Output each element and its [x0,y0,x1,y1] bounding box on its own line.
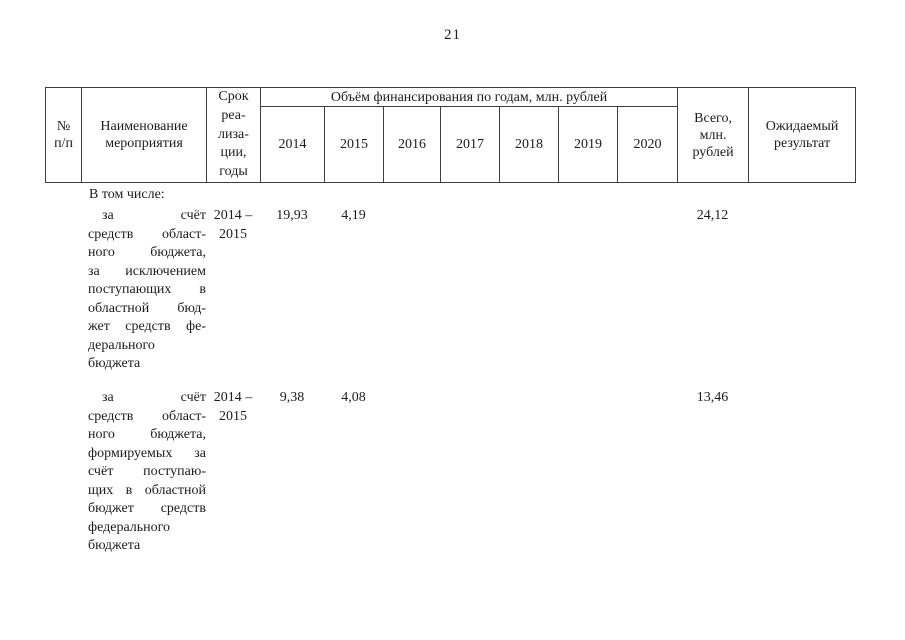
header-line: реа- [221,107,246,123]
header-cell-num: № п/п [45,87,82,183]
period-cell: 2014 – 2015 [206,207,260,244]
header-cell-expected-result: Ожидаемый результат [748,87,857,183]
name-line: областной бюд- [88,300,206,316]
table-row-activity-name: за счёт средств област- ного бюджета, за… [88,207,206,374]
value-2014: 19,93 [276,208,308,223]
header-line: ции, [220,145,247,161]
header-cell-finance-span: Объём финансирования по годам, млн. рубл… [259,87,679,107]
name-line: дерального [88,337,155,353]
header-cell-year-2020: 2020 [616,106,679,183]
header-line: рублей [692,144,734,160]
value-2014: 9,38 [279,390,305,405]
header-cell-activity: Наименование мероприятия [81,87,207,183]
name-line: бюджета [88,356,141,371]
header-line: годы [219,164,248,180]
header-cell-year-2017: 2017 [440,106,500,183]
name-line: бюджет средств [88,501,206,516]
name-line: ного бюджета, [88,245,206,260]
period-cell: 2014 – 2015 [206,389,260,426]
page-number: 21 [444,27,461,43]
name-line: федерального [88,519,171,535]
header-cell-period: Срок реа- лиза- ции, годы [206,87,261,183]
header-cell-year-2015: 2015 [324,106,384,183]
name-line: за счёт [102,208,206,223]
name-line: щих в областной [88,482,206,498]
header-cell-year-2018: 2018 [499,106,559,183]
name-line: средств област- [88,226,206,242]
value-total: 24,12 [696,208,729,223]
header-line: № [56,119,71,134]
header-cell-year-2016: 2016 [383,106,441,183]
period-line: 2015 [219,226,247,242]
header-line: Наименование [100,119,188,134]
header-cell-year-2019: 2019 [558,106,618,183]
value-2015: 4,19 [341,208,366,223]
period-line: 2014 – [213,208,253,223]
header-line: п/п [54,136,73,151]
name-line: за исключением [88,263,206,279]
name-line: за счёт [102,390,206,405]
finance-table-header: № п/п Наименование мероприятия Срок реа-… [45,87,857,183]
header-line: Всего, [694,110,732,126]
name-line: средств област- [88,408,206,424]
header-line: Срок [218,89,249,104]
value-2015: 4,08 [341,390,366,405]
header-cell-year-2014: 2014 [260,106,325,183]
header-line: млн. [699,127,727,143]
name-line: счёт поступаю- [88,464,206,479]
including-note: В том числе: [89,187,165,202]
period-line: 2014 – [213,390,253,405]
header-cell-total: Всего, млн. рублей [677,87,750,183]
period-line: 2015 [219,408,247,424]
name-line: бюджета [88,538,141,553]
name-line: жет средств фе- [88,319,206,334]
name-line: поступающих в [88,282,206,297]
header-line: мероприятия [105,136,183,151]
value-total: 13,46 [696,390,729,405]
table-row-activity-name: за счёт средств област- ного бюджета, фо… [88,389,206,556]
header-line: результат [773,136,831,151]
header-line: Ожидаемый [765,119,839,134]
header-line: лиза- [218,126,249,142]
name-line: ного бюджета, [88,427,206,442]
name-line: формируемых за [88,445,206,461]
